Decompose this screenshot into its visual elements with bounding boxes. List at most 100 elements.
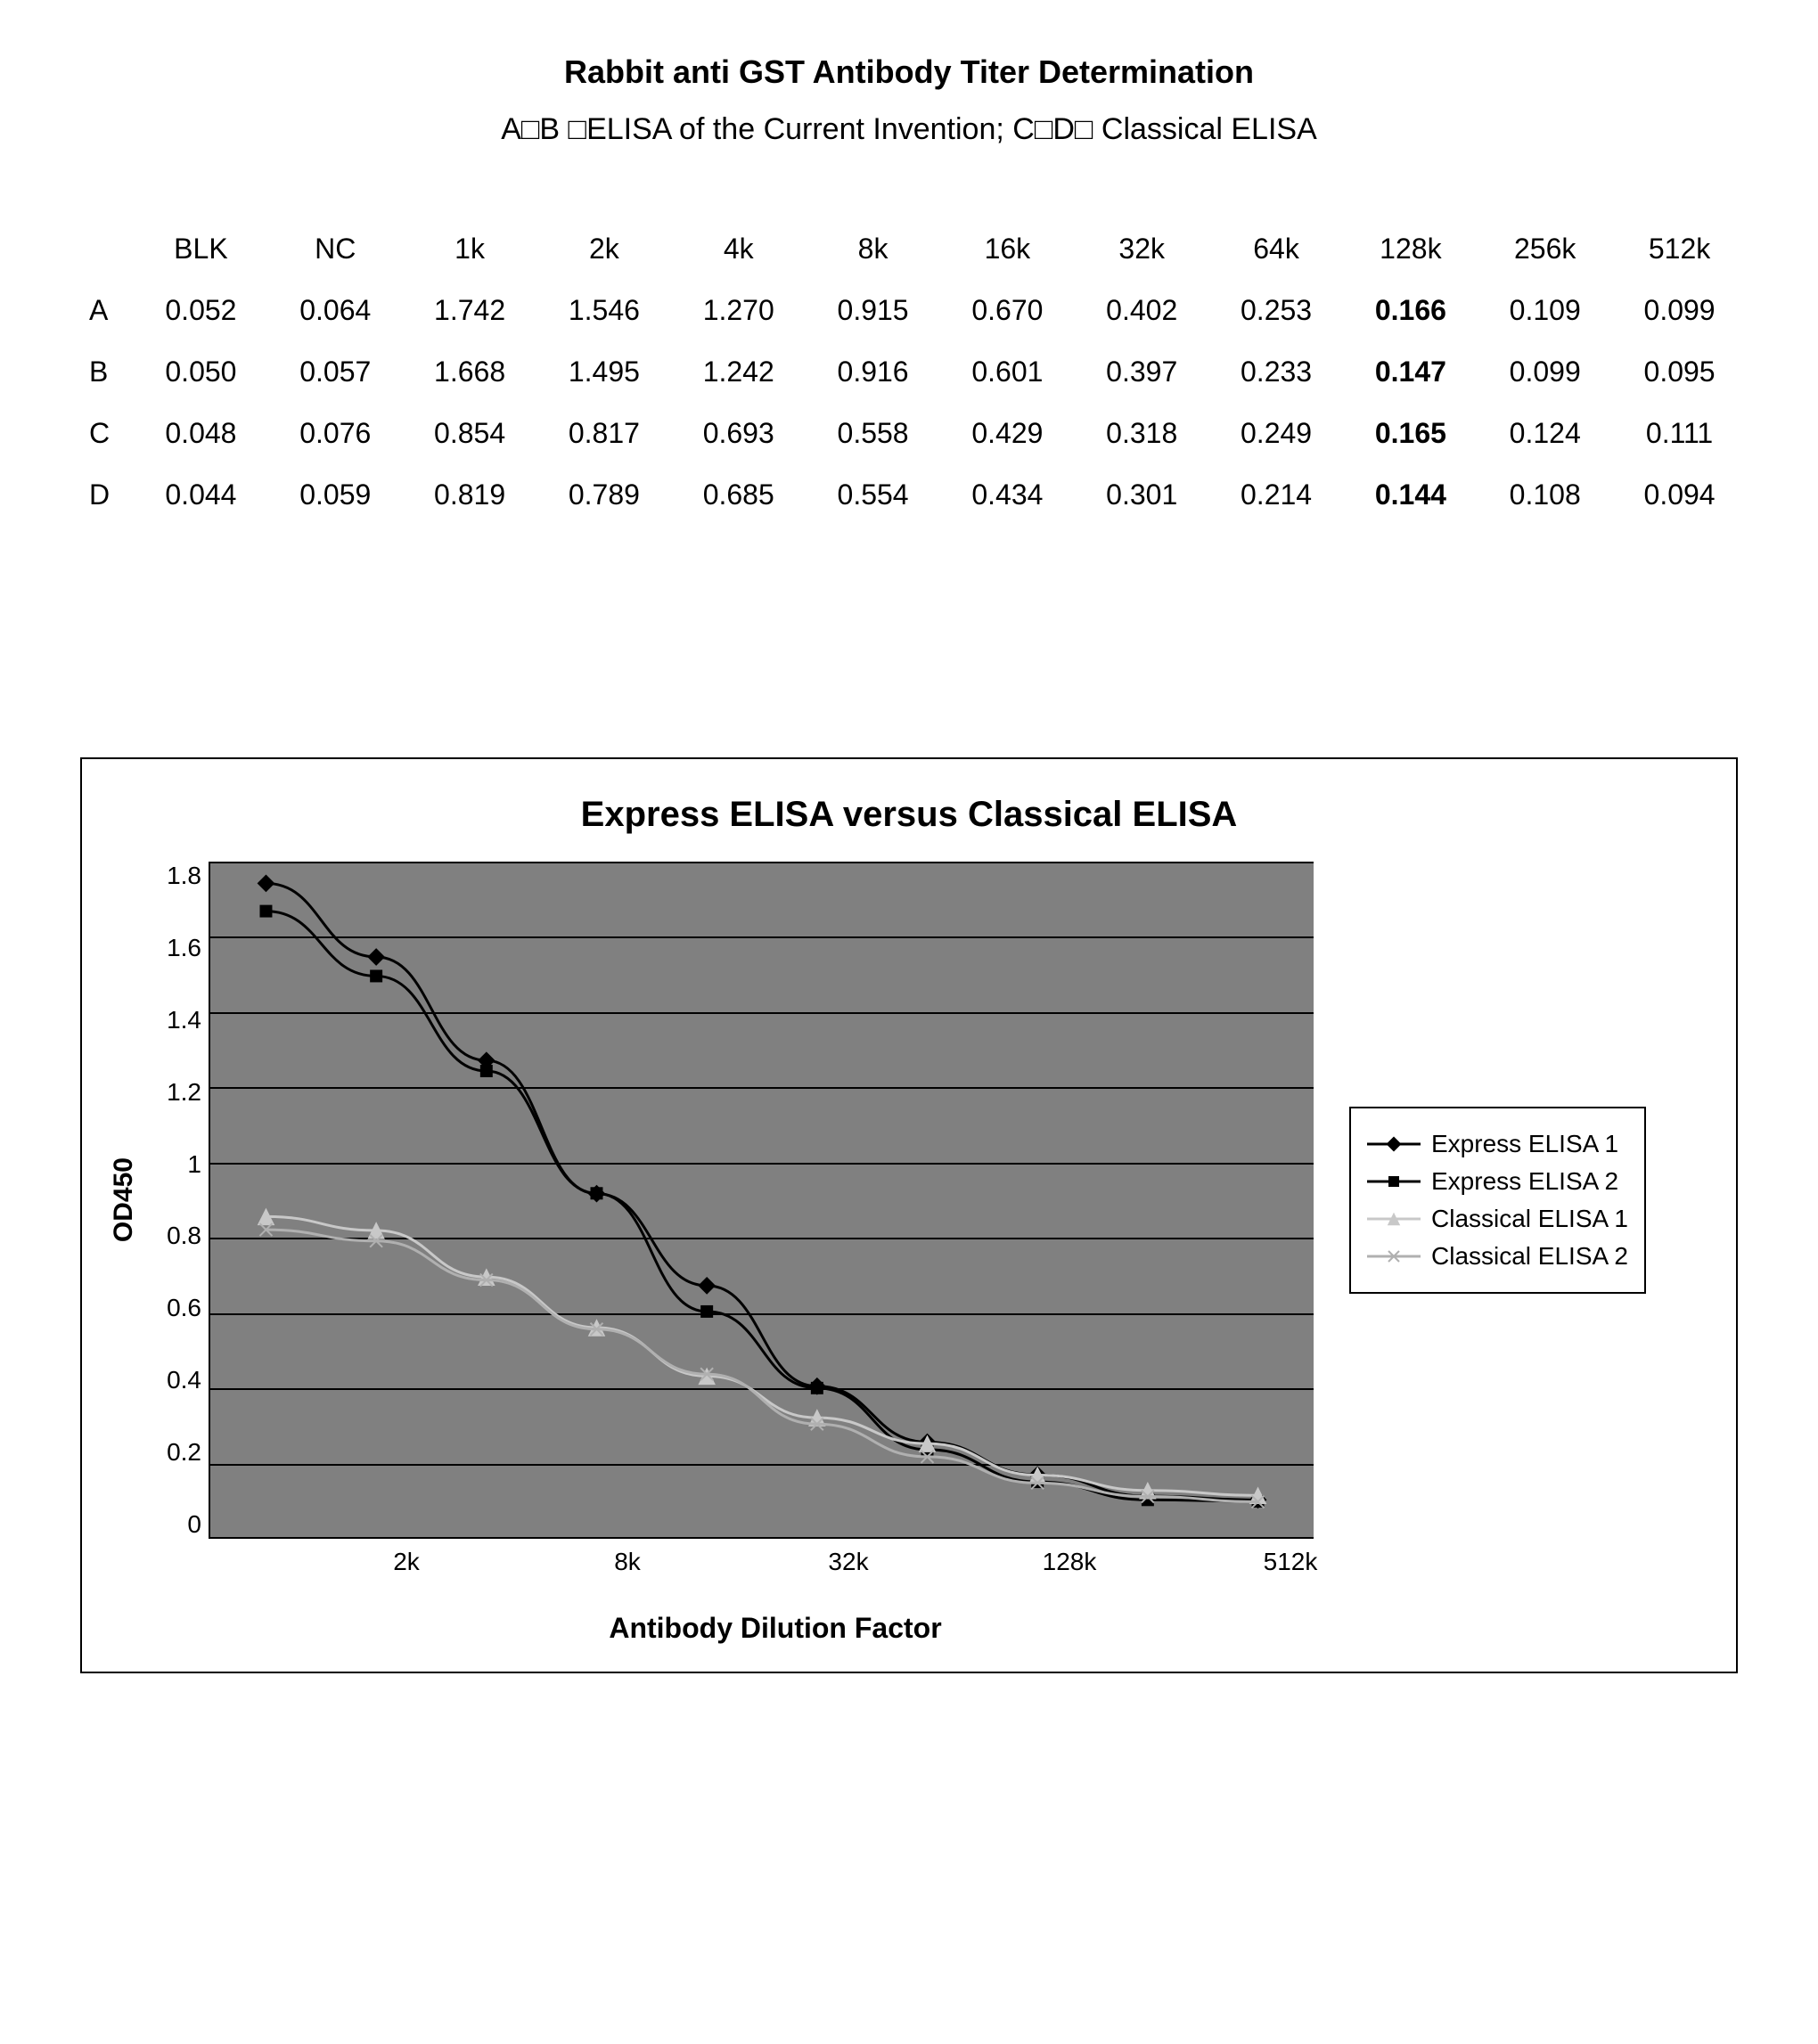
legend-label: Classical ELISA 1 [1431, 1205, 1628, 1233]
legend-swatch [1367, 1246, 1421, 1267]
table-cell: 0.318 [1075, 403, 1209, 464]
data-table: BLKNC1k2k4k8k16k32k64k128k256k512kA0.052… [71, 218, 1747, 526]
table-header-cell: 512k [1612, 218, 1747, 280]
legend-swatch [1367, 1208, 1421, 1230]
table-cell: 0.819 [403, 464, 537, 526]
series-marker [700, 1305, 713, 1318]
table-cell: 0.147 [1343, 341, 1478, 403]
table-cell: 0.558 [806, 403, 940, 464]
series-marker [258, 875, 275, 893]
series-marker [259, 905, 272, 918]
x-tick-label: 2k [351, 1548, 462, 1576]
table-cell: 0.670 [940, 280, 1075, 341]
y-tick-label: 1.4 [148, 1006, 201, 1034]
table-cell: 0.048 [134, 403, 268, 464]
table-cell: 0.817 [536, 403, 671, 464]
table-header-cell: NC [268, 218, 403, 280]
x-axis-label: Antibody Dilution Factor [0, 1612, 1709, 1645]
legend-item: Express ELISA 1 [1367, 1130, 1628, 1158]
table-header-cell: 8k [806, 218, 940, 280]
table-cell: 0.554 [806, 464, 940, 526]
legend-label: Express ELISA 1 [1431, 1130, 1618, 1158]
table-cell: 0.052 [134, 280, 268, 341]
table-header-cell: 16k [940, 218, 1075, 280]
table-cell: 0.916 [806, 341, 940, 403]
table-header-cell: 32k [1075, 218, 1209, 280]
table-cell: 1.742 [403, 280, 537, 341]
table-cell: 0.233 [1209, 341, 1344, 403]
table-cell: 0.044 [134, 464, 268, 526]
table-cell: 0.109 [1478, 280, 1612, 341]
y-tick-label: 1.6 [148, 934, 201, 962]
series-marker [591, 1187, 603, 1199]
legend-item: Express ELISA 2 [1367, 1167, 1628, 1196]
table-header-cell: 256k [1478, 218, 1612, 280]
series-marker [367, 948, 385, 966]
series-marker [370, 969, 382, 982]
table-cell: 0.108 [1478, 464, 1612, 526]
row-label: A [71, 280, 134, 341]
table-cell: 1.270 [671, 280, 806, 341]
table-cell: 0.166 [1343, 280, 1478, 341]
legend-label: Express ELISA 2 [1431, 1167, 1618, 1196]
y-tick-label: 0.8 [148, 1222, 201, 1250]
chart-legend: Express ELISA 1 Express ELISA 2 Classical … [1349, 1107, 1646, 1294]
table-cell: 1.242 [671, 341, 806, 403]
table-cell: 0.915 [806, 280, 940, 341]
table-cell: 0.165 [1343, 403, 1478, 464]
x-tick-label: 512k [1235, 1548, 1346, 1576]
x-tick-label: 8k [572, 1548, 683, 1576]
table-cell: 0.402 [1075, 280, 1209, 341]
y-axis-label: OD450 [109, 1157, 139, 1242]
table-row: D0.0440.0590.8190.7890.6850.5540.4340.30… [71, 464, 1747, 526]
table-cell: 0.253 [1209, 280, 1344, 341]
series-marker [811, 1382, 823, 1394]
table-cell: 0.095 [1612, 341, 1747, 403]
y-tick-label: 1.2 [148, 1078, 201, 1107]
row-label: B [71, 341, 134, 403]
header: Rabbit anti GST Antibody Titer Determina… [71, 53, 1747, 147]
series-marker [480, 1065, 493, 1077]
x-tick-label [462, 1548, 572, 1576]
legend-swatch [1367, 1171, 1421, 1192]
table-cell: 0.434 [940, 464, 1075, 526]
legend-item: Classical ELISA 1 [1367, 1205, 1628, 1233]
table-cell: 0.429 [940, 403, 1075, 464]
y-tick-label: 1.8 [148, 862, 201, 890]
table-cell: 0.057 [268, 341, 403, 403]
legend-item: Classical ELISA 2 [1367, 1242, 1628, 1271]
legend-swatch [1367, 1133, 1421, 1155]
x-tick-label [241, 1548, 351, 1576]
table-row: C0.0480.0760.8540.8170.6930.5580.4290.31… [71, 403, 1747, 464]
series-line [266, 883, 1257, 1500]
table-cell: 0.050 [134, 341, 268, 403]
table-header-cell: 64k [1209, 218, 1344, 280]
table-cell: 0.789 [536, 464, 671, 526]
table-cell: 0.214 [1209, 464, 1344, 526]
table-cell: 0.854 [403, 403, 537, 464]
x-tick-label [904, 1548, 1014, 1576]
table-cell: 0.693 [671, 403, 806, 464]
y-tick-label: 1 [148, 1150, 201, 1179]
table-cell: 0.076 [268, 403, 403, 464]
table-cell: 1.546 [536, 280, 671, 341]
table-cell: 0.397 [1075, 341, 1209, 403]
table-cell: 0.685 [671, 464, 806, 526]
table-header-cell: 128k [1343, 218, 1478, 280]
x-tick-label [683, 1548, 793, 1576]
table-cell: 0.124 [1478, 403, 1612, 464]
table-cell: 0.094 [1612, 464, 1747, 526]
row-label: D [71, 464, 134, 526]
y-tick-label: 0.6 [148, 1294, 201, 1322]
table-cell: 0.099 [1478, 341, 1612, 403]
table-cell: 0.601 [940, 341, 1075, 403]
x-axis-ticks: 2k8k32k128k512k [241, 1548, 1346, 1576]
table-cell: 1.668 [403, 341, 537, 403]
table-row: B0.0500.0571.6681.4951.2420.9160.6010.39… [71, 341, 1747, 403]
table-header-cell: 2k [536, 218, 671, 280]
series-line [266, 1230, 1257, 1501]
chart-title: Express ELISA versus Classical ELISA [109, 795, 1709, 835]
x-tick-label: 128k [1014, 1548, 1125, 1576]
series-line [266, 912, 1257, 1501]
row-label: C [71, 403, 134, 464]
